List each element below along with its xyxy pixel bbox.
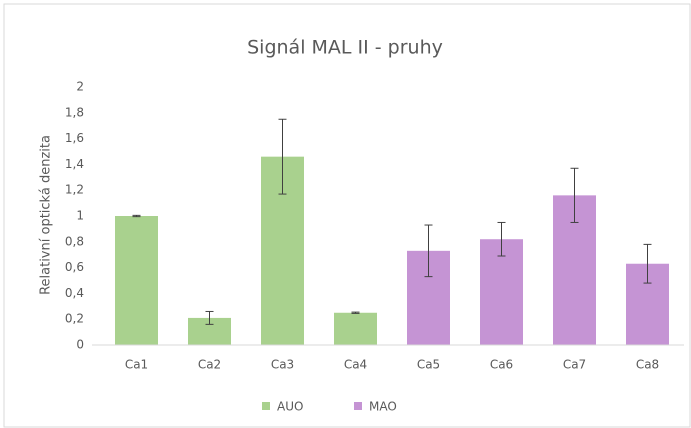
x-tick-label: Ca3 — [271, 358, 294, 372]
bar — [115, 216, 158, 345]
y-tick-label: 2 — [76, 80, 84, 94]
y-tick-label: 1,4 — [65, 157, 84, 171]
y-tick-label: 1 — [76, 209, 84, 223]
x-tick-label: Ca5 — [417, 358, 440, 372]
y-axis-label: Relativní optická denzita — [39, 135, 54, 295]
y-tick-label: 1,8 — [65, 105, 84, 119]
bar — [334, 312, 377, 345]
chart-title: Signál MAL II - pruhy — [247, 37, 443, 59]
x-tick-label: Ca1 — [125, 358, 148, 372]
x-tick-label: Ca8 — [636, 358, 659, 372]
legend-swatch — [354, 402, 362, 410]
y-tick-label: 0,6 — [65, 260, 84, 274]
legend-label: MAO — [369, 400, 397, 414]
legend-label: AUO — [277, 400, 303, 414]
x-tick-label: Ca7 — [563, 358, 586, 372]
y-tick-label: 1,2 — [65, 183, 84, 197]
x-tick-label: Ca4 — [344, 358, 367, 372]
y-tick-label: 0,4 — [65, 286, 84, 300]
legend-swatch — [262, 402, 270, 410]
x-tick-label: Ca2 — [198, 358, 221, 372]
y-tick-label: 0 — [76, 338, 84, 352]
y-tick-label: 0,2 — [65, 312, 84, 326]
x-tick-label: Ca6 — [490, 358, 513, 372]
bar — [480, 239, 523, 345]
y-tick-label: 0,8 — [65, 234, 84, 248]
y-tick-label: 1,6 — [65, 131, 84, 145]
